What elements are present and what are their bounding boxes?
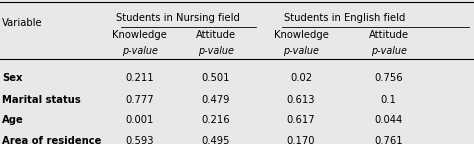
Text: Attitude: Attitude xyxy=(196,30,236,40)
Text: 0.761: 0.761 xyxy=(374,136,403,144)
Text: p-value: p-value xyxy=(283,46,319,56)
Text: 0.613: 0.613 xyxy=(287,95,315,105)
Text: Marital status: Marital status xyxy=(2,95,81,105)
Text: 0.617: 0.617 xyxy=(287,115,315,125)
Text: 0.001: 0.001 xyxy=(126,115,154,125)
Text: Area of residence: Area of residence xyxy=(2,136,102,144)
Text: 0.495: 0.495 xyxy=(201,136,230,144)
Text: 0.756: 0.756 xyxy=(374,73,403,83)
Text: 0.216: 0.216 xyxy=(201,115,230,125)
Text: 0.211: 0.211 xyxy=(126,73,154,83)
Text: Sex: Sex xyxy=(2,73,23,83)
Text: Knowledge: Knowledge xyxy=(273,30,328,40)
Text: Age: Age xyxy=(2,115,24,125)
Text: Students in Nursing field: Students in Nursing field xyxy=(116,13,240,23)
Text: Students in English field: Students in English field xyxy=(284,13,406,23)
Text: Knowledge: Knowledge xyxy=(112,30,167,40)
Text: 0.501: 0.501 xyxy=(201,73,230,83)
Text: 0.777: 0.777 xyxy=(126,95,154,105)
Text: 0.044: 0.044 xyxy=(374,115,403,125)
Text: 0.02: 0.02 xyxy=(290,73,312,83)
Text: 0.170: 0.170 xyxy=(287,136,315,144)
Text: 0.479: 0.479 xyxy=(201,95,230,105)
Text: Variable: Variable xyxy=(2,18,43,28)
Text: p-value: p-value xyxy=(198,46,234,56)
Text: 0.1: 0.1 xyxy=(381,95,397,105)
Text: p-value: p-value xyxy=(122,46,158,56)
Text: p-value: p-value xyxy=(371,46,407,56)
Text: 0.593: 0.593 xyxy=(126,136,154,144)
Text: Attitude: Attitude xyxy=(369,30,409,40)
